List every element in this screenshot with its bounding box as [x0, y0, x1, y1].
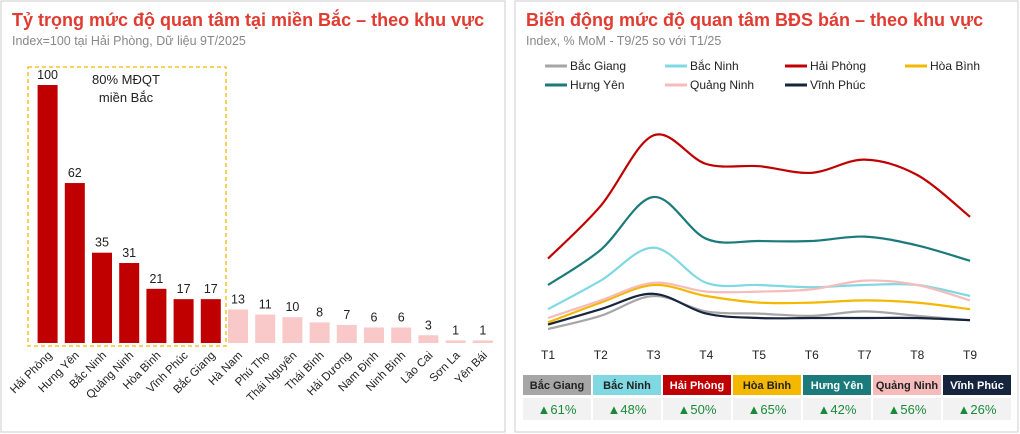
table-cell — [873, 398, 941, 420]
chart-title: Tỷ trọng mức độ quan tâm tại miền Bắc – … — [12, 9, 484, 30]
bar — [37, 85, 58, 343]
change-label: ▲65% — [748, 402, 787, 417]
value-label: 1 — [479, 323, 486, 337]
series-line — [547, 133, 971, 260]
value-label: 21 — [149, 272, 163, 286]
legend-label: Hải Phòng — [810, 59, 866, 73]
series-line — [547, 294, 971, 331]
x-tick-label: T8 — [910, 348, 924, 362]
table-cell — [803, 398, 871, 420]
legend-label: Bắc Giang — [570, 58, 626, 73]
table-header-cell — [593, 375, 661, 395]
x-tick-label: T1 — [541, 348, 555, 362]
table-header-cell — [803, 375, 871, 395]
series-line — [547, 279, 971, 320]
bar — [364, 327, 384, 343]
change-label: ▲56% — [888, 402, 927, 417]
value-label: 1 — [452, 323, 459, 337]
x-tick-label: T6 — [805, 348, 819, 362]
bar — [255, 314, 276, 343]
value-label: 100 — [37, 68, 58, 82]
chart-subtitle: Index, % MoM - T9/25 so với T1/25 — [526, 34, 721, 48]
panel-left — [0, 0, 506, 433]
table-header-cell — [523, 375, 591, 395]
table-header-label: Bắc Giang — [530, 379, 584, 392]
x-tick-label: T9 — [963, 348, 977, 362]
value-label: 17 — [204, 282, 218, 296]
x-tick-label: T3 — [646, 348, 660, 362]
table-header-cell — [873, 375, 941, 395]
change-label: ▲48% — [608, 402, 647, 417]
x-tick-label: T5 — [752, 348, 766, 362]
table-header-label: Quảng Ninh — [876, 380, 939, 392]
bar — [391, 327, 412, 343]
table-cell — [593, 398, 661, 420]
bar — [336, 324, 357, 343]
series-line — [547, 246, 971, 311]
value-label: 62 — [68, 166, 82, 180]
change-label: ▲42% — [818, 402, 857, 417]
table-cell — [733, 398, 801, 420]
bar — [146, 288, 167, 343]
bar — [282, 317, 303, 343]
table-header-label: Hòa Bình — [743, 380, 792, 392]
bar — [418, 335, 439, 343]
table-cell — [523, 398, 591, 420]
legend-label: Hòa Bình — [930, 59, 980, 73]
bar — [309, 322, 330, 343]
panel-right — [514, 0, 1019, 433]
value-label: 7 — [343, 308, 350, 322]
legend-label: Bắc Ninh — [690, 58, 739, 73]
value-label: 6 — [371, 311, 378, 325]
table-header-cell — [663, 375, 731, 395]
value-label: 31 — [122, 246, 136, 260]
bar — [445, 340, 466, 343]
value-label: 13 — [231, 292, 245, 306]
table-header-label: Bắc Ninh — [603, 379, 651, 392]
chart-subtitle: Index=100 tại Hải Phòng, Dữ liệu 9T/2025 — [12, 34, 246, 48]
bar — [119, 263, 140, 343]
bar — [200, 299, 221, 343]
value-label: 35 — [95, 236, 109, 250]
annotation: 80% MĐQT — [92, 72, 160, 87]
legend-label: Hưng Yên — [570, 78, 625, 92]
value-label: 17 — [177, 282, 191, 296]
change-label: ▲26% — [958, 402, 997, 417]
bar — [472, 340, 493, 343]
value-label: 11 — [259, 298, 272, 312]
bar — [173, 299, 194, 343]
value-label: 3 — [425, 318, 432, 332]
chart-title: Biến động mức độ quan tâm BĐS bán – theo… — [526, 10, 983, 30]
series-line — [547, 292, 971, 326]
table-cell — [943, 398, 1011, 420]
value-label: 6 — [398, 311, 405, 325]
x-tick-label: T7 — [857, 348, 871, 362]
highlight-box — [27, 66, 227, 347]
table-cell — [663, 398, 731, 420]
change-label: ▲50% — [678, 402, 717, 417]
legend-label: Vĩnh Phúc — [810, 78, 865, 92]
bar — [92, 252, 112, 343]
annotation: miền Bắc — [99, 90, 154, 105]
bar — [64, 183, 85, 343]
change-label: ▲61% — [538, 402, 577, 417]
value-label: 10 — [285, 300, 299, 314]
series-line — [547, 283, 971, 324]
series-line — [547, 195, 971, 286]
table-header-label: Vĩnh Phúc — [950, 380, 1004, 392]
legend-label: Quảng Ninh — [690, 78, 754, 92]
table-header-cell — [733, 375, 801, 395]
table-header-label: Hải Phòng — [670, 380, 724, 392]
table-header-cell — [943, 375, 1011, 395]
x-tick-label: T2 — [594, 348, 608, 362]
table-header-label: Hưng Yên — [811, 380, 864, 392]
bar — [228, 309, 248, 343]
x-tick-label: T4 — [699, 348, 713, 362]
value-label: 8 — [316, 305, 323, 319]
